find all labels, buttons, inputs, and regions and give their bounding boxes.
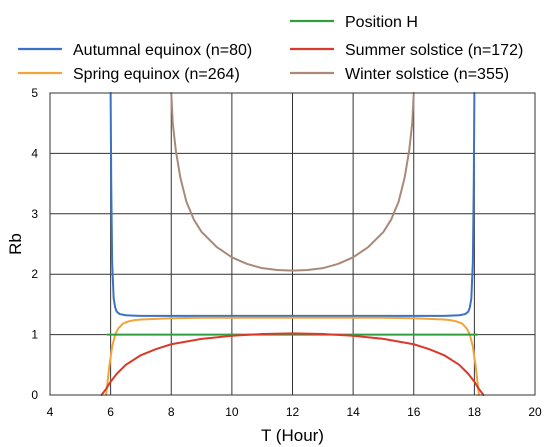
legend-label: Spring equinox (n=264) [73,66,240,83]
x-tick-labels: 4 6 8 10 12 14 16 18 20 [47,405,542,419]
plot-frame [49,92,536,396]
x-tick-label: 12 [286,405,300,419]
y-tick-label: 2 [31,267,38,281]
y-tick-label: 1 [31,328,38,342]
legend-label: Summer solstice (n=172) [345,42,523,59]
series-lines [100,92,485,396]
series-line-1 [109,92,476,317]
y-tick-label: 4 [31,146,38,160]
legend-item-4: Summer solstice (n=172) [290,42,523,59]
x-tick-label: 20 [528,405,542,419]
legend-item-3: Position H [290,14,418,31]
x-tick-label: 8 [168,405,175,419]
x-tick-label: 4 [47,405,54,419]
legend-item-1: Autumnal equinox (n=80) [18,42,252,59]
y-tick-labels: 0 1 2 3 4 5 [31,86,38,402]
y-tick-label: 3 [31,207,38,221]
legend-label: Position H [345,14,418,31]
x-tick-label: 14 [346,405,360,419]
legend-label: Autumnal equinox (n=80) [73,42,252,59]
grid [49,92,536,396]
y-tick-label: 5 [31,86,38,100]
x-tick-label: 6 [107,405,114,419]
series-line-4 [100,332,485,396]
series-line-5 [170,92,415,272]
x-tick-label: 16 [407,405,421,419]
y-tick-label: 0 [31,388,38,402]
legend-label: Winter solstice (n=355) [345,66,509,83]
x-tick-label: 18 [468,405,482,419]
x-axis-title: T (Hour) [261,426,324,445]
legend: Autumnal equinox (n=80) Spring equinox (n… [18,14,523,83]
x-tick-label: 10 [225,405,239,419]
legend-item-2: Spring equinox (n=264) [18,66,240,83]
legend-item-5: Winter solstice (n=355) [290,66,509,83]
series-line-2 [105,316,480,396]
y-axis-title: Rb [6,233,25,255]
